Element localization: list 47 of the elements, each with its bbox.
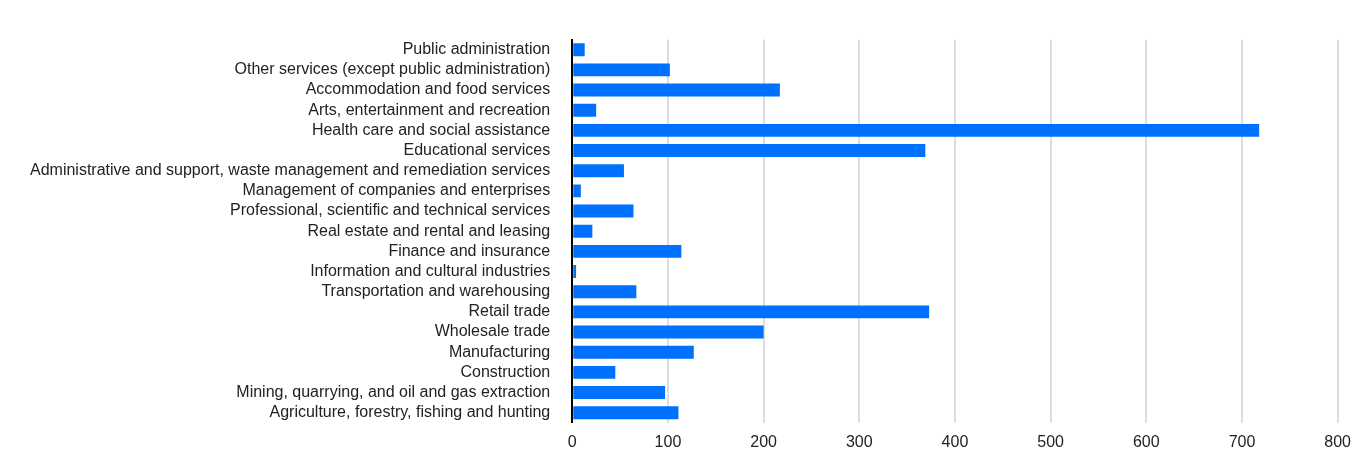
- y-tick-label: Transportation and warehousing: [321, 282, 551, 300]
- y-tick-label: Real estate and rental and leasing: [307, 221, 551, 239]
- x-tick-label: 800: [1324, 432, 1352, 450]
- x-tick-label: 300: [845, 432, 873, 450]
- y-tick-label: Retail trade: [468, 302, 551, 320]
- y-tick-label: Manufacturing: [448, 342, 551, 360]
- x-tick-label: 100: [654, 432, 682, 450]
- y-tick-label: Management of companies and enterprises: [242, 181, 551, 199]
- y-tick-label: Arts, entertainment and recreation: [308, 100, 551, 118]
- y-tick-label: Mining, quarrying, and oil and gas extraction: [236, 382, 551, 400]
- y-tick-label: Information and cultural industries: [310, 261, 551, 279]
- bar: [573, 265, 577, 278]
- x-tick-label: 400: [941, 432, 969, 450]
- y-tick-label: Health care and social assistance: [311, 120, 551, 138]
- bar: [573, 406, 679, 420]
- y-tick-label: Construction: [460, 362, 551, 380]
- y-tick-label: Professional, scientific and technical services: [230, 201, 551, 219]
- y-tick-label: Other services (except public administration): [234, 60, 551, 78]
- bar: [573, 365, 616, 379]
- y-tick-label: Educational services: [403, 140, 551, 158]
- y-tick-label: Public administration: [402, 40, 551, 58]
- x-tick-label: 0: [567, 432, 577, 450]
- x-tick-label: 600: [1132, 432, 1160, 450]
- bar: [573, 123, 1260, 137]
- x-tick-label: 700: [1228, 432, 1256, 450]
- y-tick-label: Administrative and support, waste management and remediation services: [30, 161, 551, 179]
- bar: [573, 325, 764, 339]
- bar: [573, 386, 666, 399]
- y-tick-label: Accommodation and food services: [305, 80, 551, 98]
- bar: [573, 224, 593, 238]
- bar: [573, 204, 634, 218]
- bar: [573, 305, 930, 319]
- bar: [573, 184, 581, 198]
- y-tick-label: Wholesale trade: [434, 322, 551, 340]
- bar: [573, 43, 585, 57]
- x-tick-label: 200: [750, 432, 778, 450]
- bar: [573, 144, 926, 157]
- y-tick-label: Agriculture, forestry, fishing and hunting: [269, 403, 551, 421]
- bar: [573, 345, 694, 359]
- y-tick-label: Finance and insurance: [388, 241, 551, 259]
- bar: [573, 244, 682, 258]
- bar: [573, 103, 597, 117]
- bar: [573, 63, 670, 77]
- bar: [573, 83, 780, 97]
- bar: [573, 285, 637, 299]
- x-tick-label: 500: [1037, 432, 1065, 450]
- bar: [573, 164, 624, 178]
